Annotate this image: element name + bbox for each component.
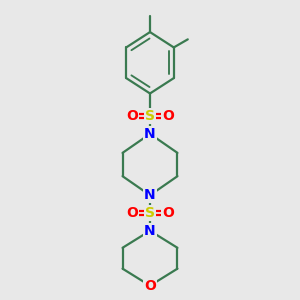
Text: N: N: [144, 188, 156, 202]
Text: N: N: [144, 127, 156, 141]
Text: O: O: [126, 206, 138, 220]
Text: O: O: [126, 109, 138, 123]
Text: S: S: [145, 206, 155, 220]
Text: N: N: [144, 224, 156, 238]
Text: S: S: [145, 109, 155, 123]
Text: O: O: [162, 109, 174, 123]
Text: O: O: [162, 206, 174, 220]
Text: O: O: [144, 279, 156, 293]
